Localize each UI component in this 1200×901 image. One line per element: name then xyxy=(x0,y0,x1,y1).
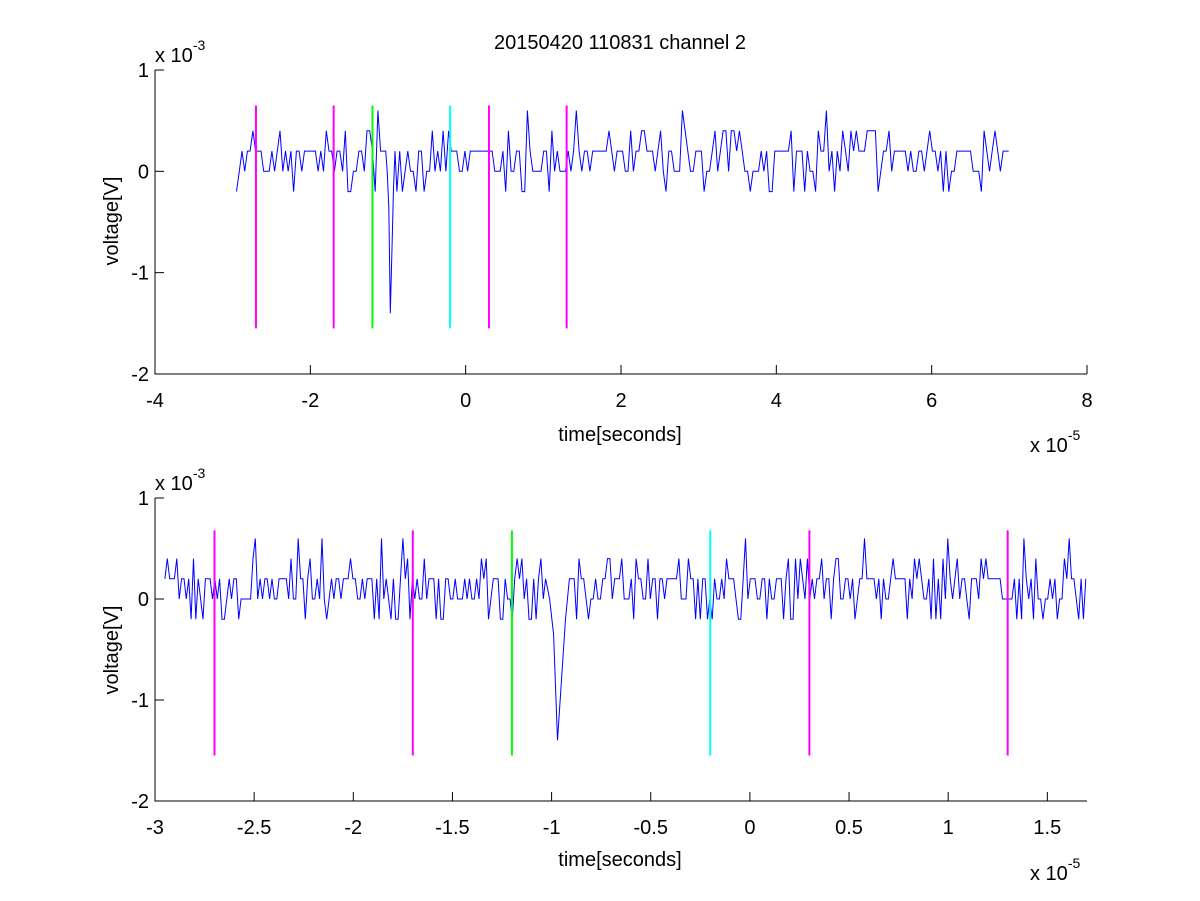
x-tick-label: 1.5 xyxy=(1033,817,1061,839)
x-tick-label: 4 xyxy=(771,390,782,412)
subplot-top-marks xyxy=(236,105,1009,329)
x-tick-label: -2.5 xyxy=(237,817,271,839)
subplot-top-y-exponent: x 10-3 xyxy=(155,37,205,67)
y-tick-label: -1 xyxy=(131,263,149,285)
subplot-top-x-exponent-base: x 10 xyxy=(1030,435,1068,457)
y-tick-label: 1 xyxy=(138,488,149,510)
subplot-top-ticks: -4 -2 0 2 4 6 8 -2 -1 0 1 xyxy=(131,60,1092,412)
x-tick-label: 8 xyxy=(1081,390,1092,412)
subplot-top-x-exponent-power: -5 xyxy=(1068,427,1081,443)
x-tick-label: 0.5 xyxy=(835,817,863,839)
subplot-top-xlabel: time[seconds] xyxy=(558,424,681,446)
subplot-bottom-xlabel: time[seconds] xyxy=(558,849,681,871)
subplot-bottom-marks xyxy=(164,530,1087,756)
y-tick-label: -1 xyxy=(131,690,149,712)
y-tick-label: -2 xyxy=(131,364,149,386)
y-tick-label: 1 xyxy=(138,60,149,82)
x-tick-label: 0 xyxy=(744,817,755,839)
x-tick-label: -4 xyxy=(146,390,164,412)
subplot-top-y-exponent-base: x 10 xyxy=(155,45,193,67)
y-tick-label: 0 xyxy=(138,589,149,611)
subplot-bottom-x-exponent-power: -5 xyxy=(1068,855,1081,871)
x-tick-label: 6 xyxy=(926,390,937,412)
x-tick-label: 2 xyxy=(615,390,626,412)
signal-trace xyxy=(164,538,1087,741)
x-tick-label: -3 xyxy=(146,817,164,839)
figure-title: 20150420 110831 channel 2 xyxy=(494,32,746,54)
subplot-bottom-y-exponent: x 10-3 xyxy=(155,465,205,495)
axis-lines xyxy=(154,70,1087,375)
x-tick-label: 0 xyxy=(460,390,471,412)
x-tick-label: -0.5 xyxy=(634,817,668,839)
x-tick-label: -2 xyxy=(344,817,362,839)
x-tick-label: 1 xyxy=(943,817,954,839)
x-tick-label: -2 xyxy=(301,390,319,412)
subplot-bottom-ylabel: voltage[V] xyxy=(101,606,123,695)
subplot-top-ylabel: voltage[V] xyxy=(101,177,123,266)
subplot-bottom-x-exponent-base: x 10 xyxy=(1030,863,1068,885)
subplot-bottom: -3 -2.5 -2 -1.5 -1 -0.5 0 0.5 1 1.5 -2 -1 0 1 time[se… xyxy=(101,465,1087,885)
subplot-bottom-ticks: -3 -2.5 -2 -1.5 -1 -0.5 0 0.5 1 1.5 -2 -1 0 1 xyxy=(131,488,1087,839)
signal-trace xyxy=(236,110,1009,314)
subplot-top-x-exponent: x 10-5 xyxy=(1030,427,1080,457)
y-tick-label: 0 xyxy=(138,161,149,183)
y-tick-label: -2 xyxy=(131,791,149,813)
subplot-bottom-x-exponent: x 10-5 xyxy=(1030,855,1080,885)
x-tick-label: -1 xyxy=(543,817,561,839)
subplot-top: -4 -2 0 2 4 6 8 -2 -1 0 1 time[seconds] voltage[V]… xyxy=(101,37,1093,457)
subplot-bottom-y-exponent-power: -3 xyxy=(193,465,206,481)
x-tick-label: -1.5 xyxy=(435,817,469,839)
subplot-bottom-y-exponent-base: x 10 xyxy=(155,473,193,495)
subplot-top-y-exponent-power: -3 xyxy=(193,37,206,53)
